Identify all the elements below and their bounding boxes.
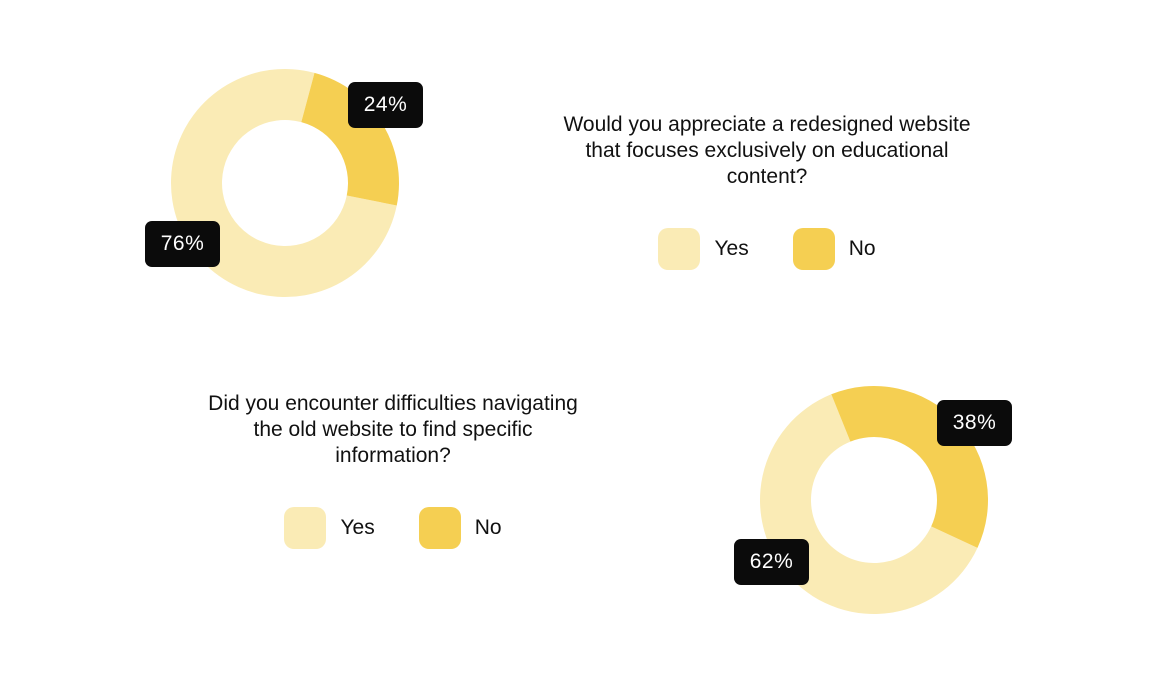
legend-2-no-label: No [474,516,502,539]
chart-2-yes-percent-badge: 62% [734,539,809,585]
chart-1-no-slice [301,72,399,206]
legend-2-item-yes: Yes [284,507,375,549]
question-1-text: Would you appreciate a redesigned websit… [563,113,971,188]
legend-2-item-no: No [418,507,502,549]
chart-1-yes-slice [170,68,397,298]
donut-chart-1: 24% 76% [0,0,560,340]
legend-1-no-swatch [792,228,835,270]
question-2-text: Did you encounter difficulties navigatin… [208,392,578,467]
chart-2-no-percent-badge: 38% [937,400,1012,446]
donut-chart-2-svg [760,386,988,614]
legend-1-item-no: No [792,228,876,270]
donut-chart-1-svg [170,68,399,298]
chart-1-yes-percent-badge: 76% [145,221,220,267]
chart-2-yes-slice [760,394,978,614]
chart-1-no-percent-badge: 24% [348,82,423,128]
legend-1-yes-label: Yes [714,237,749,260]
legend-1-item-yes: Yes [658,228,749,270]
question-block-2: Did you encounter difficulties navigatin… [205,391,581,549]
legend-2-yes-swatch [284,507,327,549]
legend-2-yes-label: Yes [340,516,375,539]
legend-1-no-label: No [848,237,876,260]
question-block-1: Would you appreciate a redesigned websit… [560,112,974,270]
legend-2-no-swatch [418,507,461,549]
legend-1: Yes No [560,228,974,270]
legend-2: Yes No [205,507,581,549]
legend-1-yes-swatch [658,228,701,270]
donut-chart-2: 38% 62% [590,340,1150,698]
